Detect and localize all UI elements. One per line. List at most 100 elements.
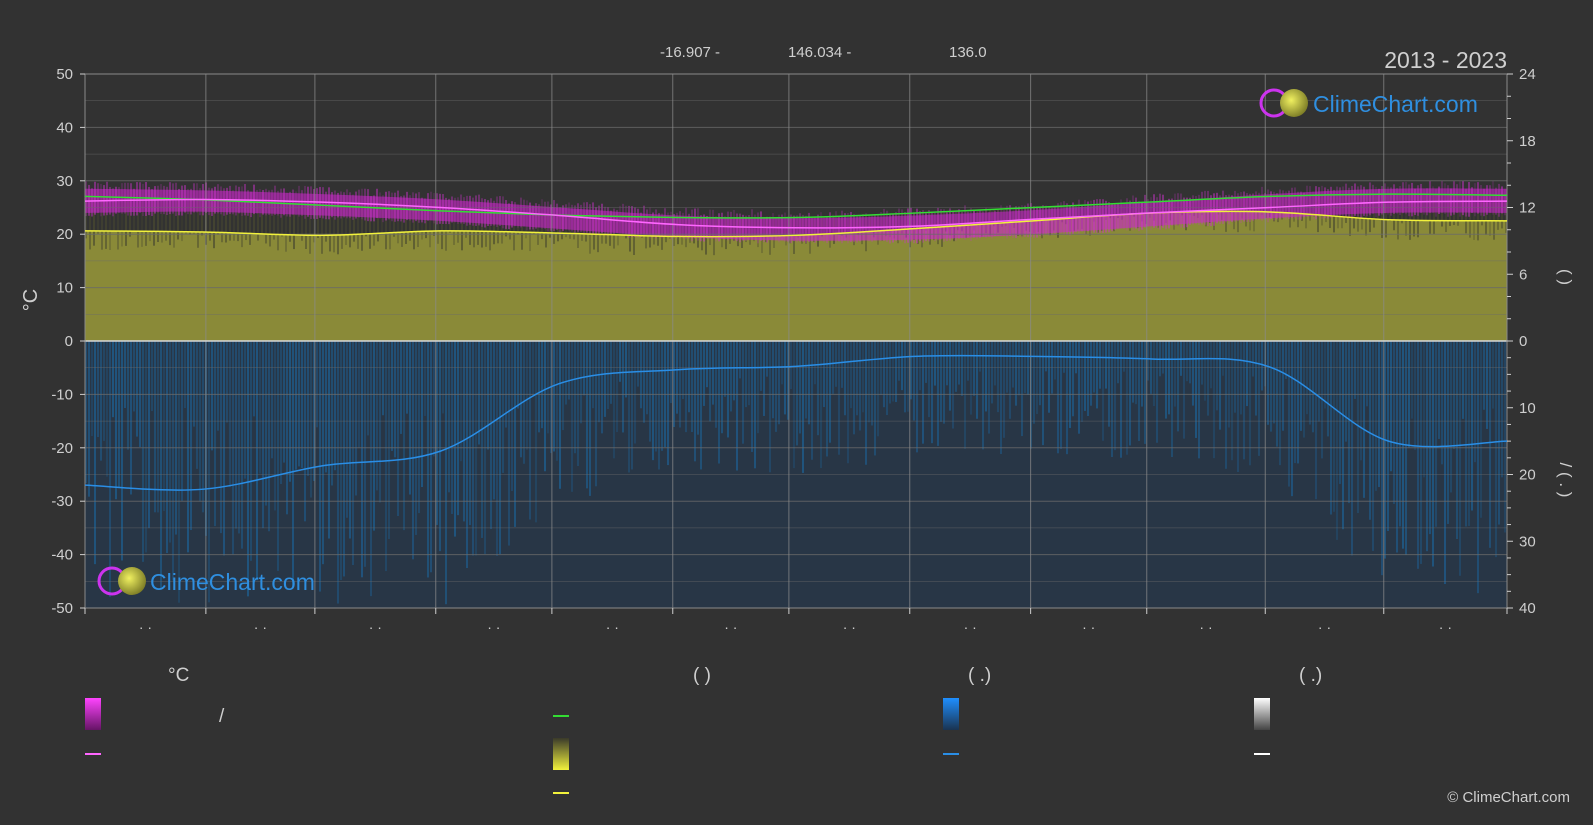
- precip-streak: [985, 341, 987, 412]
- temperature-streak: [193, 183, 195, 213]
- precip-streak: [964, 341, 966, 449]
- temperature-streak: [1243, 191, 1245, 222]
- precip-streak: [823, 341, 825, 408]
- temperature-streak: [385, 191, 387, 221]
- temperature-streak: [751, 209, 753, 240]
- sunshine-streak: [265, 202, 267, 244]
- x-tick-label: · ·: [606, 619, 619, 635]
- sunshine-streak: [241, 201, 243, 248]
- temperature-streak: [517, 204, 519, 228]
- precip-streak: [229, 341, 231, 488]
- precip-streak: [853, 341, 855, 435]
- precip-streak: [1054, 341, 1056, 380]
- precip-streak: [790, 341, 792, 390]
- precip-streak: [547, 341, 549, 434]
- temperature-streak: [1108, 202, 1110, 233]
- precip-streak: [1384, 341, 1386, 559]
- temperature-streak: [328, 187, 330, 220]
- precip-streak: [1315, 341, 1317, 500]
- precip-streak: [328, 341, 330, 539]
- precip-streak: [397, 341, 399, 516]
- temperature-streak: [409, 195, 411, 221]
- precip-streak: [376, 341, 378, 491]
- temperature-streak: [1234, 190, 1236, 222]
- precipitation-line: [84, 354, 1508, 491]
- precip-streak: [1108, 341, 1110, 427]
- sunshine-streak: [1409, 194, 1411, 240]
- left-tick-label: -10: [51, 386, 73, 403]
- right-axis-top-label: ( ): [1556, 269, 1575, 285]
- sunshine-streak: [129, 197, 131, 237]
- temperature-streak: [1309, 186, 1311, 217]
- precip-streak: [238, 341, 240, 534]
- precip-streak: [694, 341, 696, 462]
- temperature-streak: [1402, 182, 1404, 214]
- temperature-streak: [652, 212, 654, 238]
- precip-streak: [1057, 341, 1059, 454]
- precip-streak: [751, 341, 753, 452]
- temperature-streak: [1387, 186, 1389, 215]
- temperature-streak: [190, 188, 192, 215]
- temperature-streak: [529, 202, 531, 230]
- precip-streak: [676, 341, 678, 414]
- temperature-streak: [463, 197, 465, 225]
- precip-streak: [1135, 341, 1137, 405]
- precip-streak: [1381, 341, 1383, 576]
- temperature-streak: [148, 187, 150, 216]
- precip-streak: [1249, 341, 1251, 466]
- temperature-streak: [259, 188, 261, 218]
- temperature-streak: [1333, 189, 1335, 217]
- sunshine-streak: [369, 207, 371, 249]
- temperature-streak: [1294, 187, 1296, 219]
- temperature-streak: [991, 211, 993, 239]
- precip-streak: [904, 341, 906, 413]
- precip-streak: [184, 341, 186, 409]
- temperature-streak: [730, 211, 732, 239]
- sunshine-streak: [389, 208, 391, 250]
- temperature-streak: [1132, 195, 1134, 231]
- precip-streak: [1123, 341, 1125, 372]
- temperature-streak: [91, 188, 93, 217]
- sunshine-streak: [213, 200, 215, 249]
- precip-streak: [601, 341, 603, 434]
- temperature-streak: [775, 217, 777, 241]
- temperature-streak: [1363, 186, 1365, 216]
- precip-streak: [157, 341, 159, 513]
- temperature-streak: [1348, 187, 1350, 217]
- precip-streak: [1240, 341, 1242, 415]
- precip-streak: [175, 341, 177, 535]
- precip-streak: [343, 341, 345, 577]
- precip-streak: [634, 341, 636, 444]
- temperature-streak: [1339, 187, 1341, 216]
- precip-streak: [88, 341, 90, 497]
- temperature-streak: [1342, 186, 1344, 218]
- right-top-tick-label: 18: [1519, 133, 1536, 150]
- temperature-streak: [451, 196, 453, 223]
- sunshine-streak: [185, 199, 187, 234]
- precip-streak: [277, 341, 279, 571]
- temperature-streak: [94, 181, 96, 215]
- temperature-streak: [253, 184, 255, 215]
- x-tick-label: · ·: [724, 619, 737, 635]
- sunshine-streak: [173, 198, 175, 248]
- precip-streak: [970, 341, 972, 415]
- precip-streak: [820, 341, 822, 469]
- precip-streak: [190, 341, 192, 531]
- temperature-streak: [640, 212, 642, 237]
- sunshine-streak: [1385, 194, 1387, 238]
- sunshine-streak: [469, 211, 471, 245]
- precip-streak: [1105, 341, 1107, 389]
- temperature-streak: [670, 211, 672, 240]
- precip-streak: [868, 341, 870, 423]
- sunshine-streak: [1477, 194, 1479, 241]
- precip-streak: [1210, 341, 1212, 389]
- temperature-streak: [1330, 186, 1332, 218]
- sunshine-streak: [209, 199, 211, 241]
- precip-streak: [541, 341, 543, 429]
- temperature-streak: [766, 216, 768, 243]
- x-tick-label: · ·: [1318, 619, 1331, 635]
- temperature-streak: [1276, 193, 1278, 220]
- precip-streak: [355, 341, 357, 496]
- temperature-streak: [436, 193, 438, 225]
- temperature-streak: [223, 188, 225, 216]
